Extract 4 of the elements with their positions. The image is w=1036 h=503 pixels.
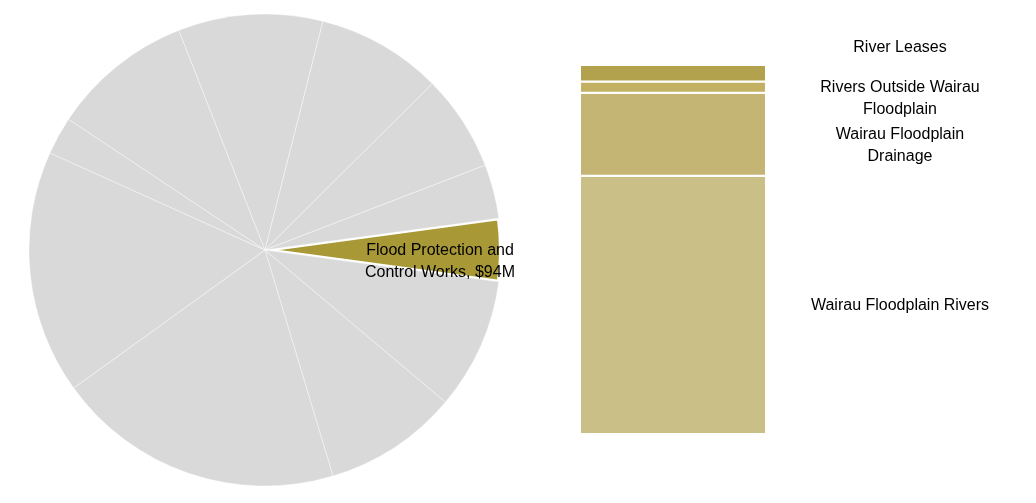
text: River Leases <box>853 37 947 55</box>
text: Wairau Floodplain Rivers <box>810 295 990 313</box>
text: Rivers Outside Wairau Floodplain <box>820 78 980 118</box>
text: Wairau Floodplain Drainage <box>835 125 965 165</box>
